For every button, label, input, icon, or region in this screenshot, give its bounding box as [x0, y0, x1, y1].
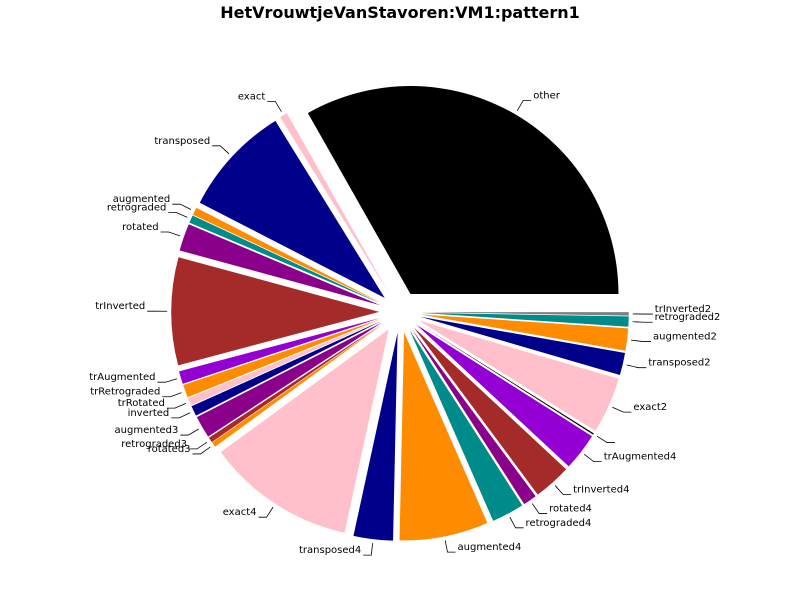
- slice-label: trRetrograded: [90, 387, 160, 398]
- leader-line: [180, 428, 199, 436]
- leader-line: [189, 441, 208, 450]
- leader-line: [192, 446, 211, 455]
- slice-label: trAugmented4: [604, 452, 677, 463]
- leader-line: [444, 540, 456, 553]
- slice-label: trInverted4: [573, 485, 629, 496]
- slice-label: rotated3: [148, 444, 191, 455]
- leader-line: [612, 406, 632, 413]
- pie-slice-trRotated: [188, 320, 381, 406]
- slice-label: augmented4: [458, 542, 522, 553]
- leader-line: [631, 339, 652, 342]
- slice-label: augmented2: [653, 332, 717, 343]
- leader-line: [267, 100, 282, 112]
- leader-line: [531, 503, 548, 514]
- pie-slice-retrograded4: [409, 330, 523, 521]
- leader-line: [166, 403, 187, 409]
- leader-line: [626, 364, 647, 369]
- pie-slice-augmented4: [399, 332, 488, 541]
- slice-label: exact2: [633, 402, 667, 413]
- pie-slice-trRetrograded: [183, 319, 381, 398]
- pie-slice-trInverted4: [413, 327, 567, 495]
- slice-label: augmented3: [115, 425, 179, 436]
- slice-label: retrograded: [107, 202, 166, 213]
- slice-label: transposed2: [648, 358, 710, 369]
- slice-label: trAugmented: [89, 372, 155, 383]
- pie-slice-augmented3: [196, 322, 383, 437]
- pie-slice-unlabeled-21: [417, 323, 594, 435]
- leader-line: [509, 517, 524, 529]
- slice-label: rotated4: [549, 503, 592, 514]
- leader-line: [212, 145, 230, 155]
- leader-line: [516, 100, 532, 112]
- pie-slice-trAugmented4: [416, 324, 593, 467]
- slice-label: other: [533, 90, 561, 101]
- leader-line: [632, 321, 653, 323]
- leader-line: [172, 203, 192, 210]
- slice-label: trRotated: [118, 398, 165, 409]
- pie-slice-exact: [280, 113, 390, 295]
- leader-line: [583, 453, 602, 463]
- leader-line: [258, 506, 274, 518]
- pie-slice-other: [307, 86, 619, 295]
- pie-slice-rotated3: [212, 324, 384, 447]
- slice-label: retrograded2: [655, 312, 721, 323]
- leader-line: [168, 212, 188, 218]
- pie-slice-transposed2: [420, 316, 626, 375]
- leader-line: [171, 412, 191, 419]
- pie-slice-exact2: [418, 320, 619, 431]
- pie-slice-rotated4: [411, 329, 536, 505]
- slice-label: exact4: [223, 507, 257, 518]
- leader-line: [363, 543, 374, 556]
- pie-slice-inverted: [191, 320, 382, 416]
- slice-label: trInverted: [95, 301, 145, 312]
- leader-line: [596, 435, 616, 443]
- pie-slice-augmented: [192, 207, 382, 303]
- slice-label: transposed4: [299, 545, 361, 556]
- slice-label: exact: [238, 91, 266, 102]
- slice-label: rotated: [122, 222, 158, 233]
- pie-slice-trInverted2: [420, 312, 629, 316]
- leader-line: [554, 485, 572, 495]
- pie-slice-transposed4: [353, 332, 398, 541]
- slice-label: augmented: [113, 194, 170, 205]
- chart-title: HetVrouwtjeVanStavoren:VM1:pattern1: [220, 3, 580, 22]
- pie-slice-retrograded3: [208, 323, 383, 443]
- pie-slice-rotated: [179, 224, 381, 306]
- pie-slice-augmented2: [420, 314, 629, 351]
- leader-line: [157, 378, 178, 383]
- leader-line: [160, 231, 181, 237]
- pie-slice-retrograded: [189, 215, 381, 304]
- pie-slice-transposed: [199, 120, 385, 298]
- pie-slice-exact4: [220, 329, 389, 533]
- slice-label: retrograded3: [121, 439, 187, 450]
- slice-label: inverted: [128, 408, 170, 419]
- pie-slice-trAugmented: [179, 317, 381, 384]
- leader-line: [162, 392, 182, 398]
- pie-slice-retrograded2: [420, 312, 629, 327]
- slice-label: retrograded4: [526, 518, 592, 529]
- slice-label: trInverted2: [655, 304, 711, 315]
- pie-slice-trInverted: [171, 257, 380, 366]
- slice-label: transposed: [154, 136, 210, 147]
